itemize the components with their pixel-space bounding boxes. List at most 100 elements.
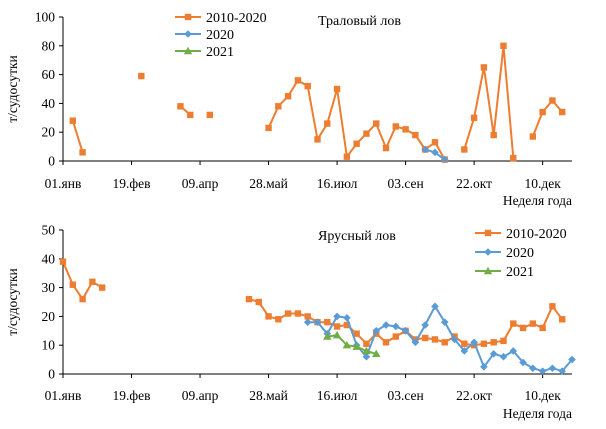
data-point (480, 363, 488, 371)
data-point (362, 346, 371, 355)
series-line (463, 44, 515, 159)
series-line (71, 120, 84, 153)
data-point (353, 140, 360, 147)
data-point (343, 153, 351, 160)
data-point (461, 146, 468, 153)
data-point (529, 364, 537, 373)
data-point (284, 93, 292, 100)
legend-label: 2020 (506, 246, 534, 261)
data-point (510, 154, 517, 162)
x-tick-label: 22.окт (456, 388, 492, 403)
data-point (275, 316, 282, 323)
data-point (342, 341, 352, 349)
data-point (440, 155, 449, 164)
data-point (138, 72, 145, 80)
legend-label: 2021 (206, 45, 234, 60)
data-point (372, 349, 381, 358)
data-point (431, 148, 439, 157)
data-point (538, 367, 547, 375)
data-point (519, 358, 527, 367)
data-point (392, 322, 400, 331)
y-axis-label: т/судосутки (5, 55, 20, 123)
data-point (294, 310, 302, 317)
y-tick-label: 10 (42, 338, 56, 353)
legend-label: 2020 (206, 28, 234, 43)
chart-panel-1: 0 20 40 60 80 100 01.янв 19.фев 09.апр 28.май 16.и… (5, 10, 572, 209)
legend-entry: 2010-2020 (175, 11, 267, 26)
x-tick-label: 22.окт (456, 176, 492, 191)
data-point (333, 312, 341, 321)
data-point (461, 340, 468, 347)
series-line (307, 305, 573, 373)
legend-marker (484, 229, 492, 237)
data-point (303, 318, 312, 326)
y-tick-label: 20 (42, 309, 56, 324)
data-point (450, 335, 459, 344)
series-line (62, 261, 103, 301)
x-tick-label: 01.янв (45, 176, 82, 191)
data-point (499, 352, 508, 361)
data-point (509, 347, 518, 355)
data-point (265, 313, 272, 320)
data-point (372, 327, 381, 335)
data-point (421, 321, 429, 329)
data-point (500, 42, 507, 49)
data-point (324, 120, 331, 127)
data-point (98, 284, 106, 291)
data-point (568, 355, 576, 364)
data-point (324, 318, 331, 326)
data-point (332, 330, 342, 339)
data-point (411, 338, 420, 347)
data-point (265, 124, 272, 132)
y-tick-label: 80 (42, 38, 56, 53)
x-tick-label: 28.май (249, 176, 288, 191)
data-point (489, 350, 498, 358)
x-tick-label: 16.июл (317, 388, 358, 403)
legend-marker (484, 248, 492, 256)
y-tick-label: 50 (42, 223, 56, 238)
data-point (343, 314, 351, 322)
data-point (392, 333, 400, 340)
data-point (255, 298, 262, 306)
legend-marker (184, 30, 192, 38)
legend-label: 2010-2020 (506, 227, 567, 242)
x-axis-label: Неделя года (503, 193, 572, 208)
panel-annotation: Траловый лов (318, 14, 401, 29)
legend-marker (183, 46, 193, 55)
data-point (441, 339, 448, 346)
data-point (519, 324, 527, 332)
data-point (284, 310, 292, 317)
y-tick-label: 40 (42, 251, 56, 266)
data-point (510, 320, 517, 327)
data-point (362, 352, 371, 361)
chart-panel-2: 0 10 20 30 40 50 01.янв 19.фев 09.апр 28.май 16.ию… (5, 223, 576, 421)
series-2020 (421, 145, 449, 164)
y-tick-label: 0 (48, 367, 55, 382)
y-tick-label: 20 (42, 125, 56, 140)
data-point (343, 321, 351, 329)
data-point (539, 324, 546, 332)
series-line (531, 99, 563, 137)
legend-entry: 2020 (175, 28, 234, 43)
data-point (245, 295, 253, 303)
data-point (548, 364, 557, 373)
data-point (440, 318, 449, 326)
legend-label: 2010-2020 (206, 11, 267, 26)
x-tick-label: 09.апр (182, 176, 219, 191)
data-point (490, 131, 497, 139)
y-tick-label: 100 (35, 10, 56, 25)
data-point (177, 103, 184, 110)
data-point (363, 130, 370, 137)
data-point (559, 316, 566, 323)
data-point (549, 303, 556, 310)
data-point (392, 123, 400, 130)
data-point (558, 367, 567, 375)
data-point (490, 339, 497, 346)
x-tick-label: 19.фев (113, 388, 151, 403)
series-2021 (323, 330, 381, 358)
data-point (373, 120, 380, 127)
data-point (431, 336, 439, 343)
legend-entry: 2020 (475, 246, 534, 261)
data-point (549, 97, 556, 104)
